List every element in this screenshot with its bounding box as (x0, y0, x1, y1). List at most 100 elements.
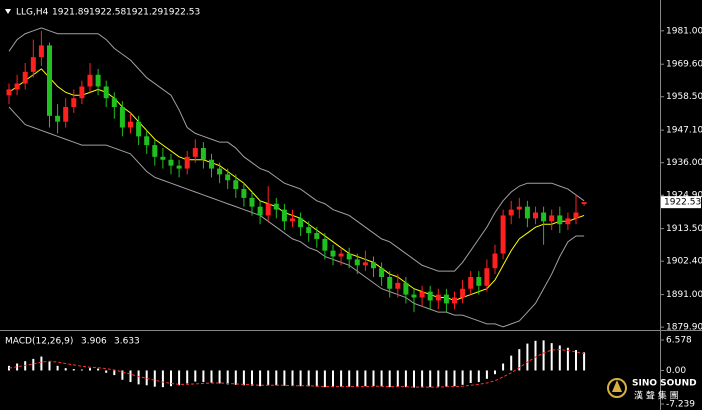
macd-bar (445, 370, 448, 387)
candle-body (565, 218, 571, 225)
candle-body (484, 268, 490, 286)
macd-bar (372, 370, 375, 387)
candle-body (468, 277, 474, 289)
candle-body (524, 206, 530, 219)
macd-bar (145, 370, 148, 386)
macd-bar (315, 370, 318, 387)
y-tick-label: 0.00 (666, 366, 686, 376)
logo-icon (607, 378, 627, 398)
macd-bar (396, 370, 399, 387)
candle-body (22, 71, 28, 84)
macd-bar (550, 343, 553, 371)
macd-bar (137, 370, 140, 385)
macd-bar (502, 363, 505, 371)
candle-body (508, 209, 514, 216)
candle-body (557, 215, 563, 225)
candle-body (403, 282, 409, 295)
candle-body (176, 165, 182, 169)
logo-chinese: 漢 聲 集 團 (634, 390, 679, 402)
indicator-line (8, 106, 585, 328)
macd-bar (340, 370, 343, 387)
candle-body (79, 86, 85, 99)
macd-bar (534, 340, 537, 371)
candle-body (6, 89, 12, 96)
macd-bar (429, 370, 432, 388)
y-tick-label: 1936.00 (666, 158, 702, 168)
candle-body (516, 206, 522, 210)
indicator-line (8, 27, 585, 272)
macd-bar (566, 347, 569, 371)
macd-bar (291, 370, 294, 386)
candle-body (160, 156, 166, 160)
y-tick-label: 1879.90 (666, 323, 702, 333)
macd-bar (80, 369, 83, 371)
candle-body (460, 288, 466, 298)
candle-body (168, 159, 174, 166)
macd-bar (251, 370, 253, 386)
candle-body (314, 233, 320, 239)
candle-body (419, 291, 425, 298)
candle-body (306, 227, 312, 234)
macd-bar (234, 370, 237, 385)
macd-bar (299, 370, 302, 387)
candle-body (30, 57, 36, 72)
macd-bar (453, 370, 456, 387)
macd-bar (477, 370, 480, 383)
signal-value: 3.633 (114, 337, 140, 347)
macd-value: 3.906 (81, 337, 107, 347)
macd-bar (332, 370, 334, 388)
symbol: LLG,H4 (16, 8, 49, 18)
candle-body (265, 203, 271, 216)
macd-bar (267, 370, 270, 386)
macd-bar (364, 370, 367, 387)
candle-body (549, 215, 555, 222)
candle-body (581, 202, 587, 205)
candle-body (71, 98, 77, 107)
y-tick-label: 1913.50 (666, 224, 702, 234)
macd-bar (129, 370, 132, 383)
candle-body (136, 121, 142, 137)
macd-bar (242, 370, 245, 386)
candle-body (573, 212, 579, 219)
candle-body (290, 218, 295, 222)
candle-body (225, 174, 231, 181)
macd-bar (161, 370, 164, 388)
candle-body (533, 212, 538, 219)
candle-body (338, 253, 344, 257)
macd-bar (226, 370, 229, 385)
candle-body (119, 107, 125, 128)
macd-bar (356, 370, 359, 387)
macd-bar (575, 350, 577, 371)
y-tick-label: 1902.40 (666, 257, 702, 267)
candle-body (233, 180, 239, 190)
candle-body (111, 98, 117, 107)
y-tick-label: 1958.50 (666, 92, 702, 102)
macd-bar (526, 343, 529, 371)
candle-body (371, 262, 376, 269)
macd-bar (461, 370, 464, 385)
macd-bar (210, 370, 213, 383)
macd-bar (558, 345, 561, 371)
macd-bar (485, 370, 488, 379)
candle-body (452, 297, 457, 304)
candle-body (395, 282, 401, 289)
macd-bar (153, 370, 156, 387)
macd-bar (56, 365, 59, 371)
macd-bar (275, 370, 278, 386)
logo-icon-mark (612, 380, 622, 392)
candle-body (427, 291, 433, 301)
candle-body (411, 294, 417, 298)
macd-bar (437, 370, 440, 387)
logo-name: SINO SOUND (632, 379, 697, 389)
candle-body (298, 218, 304, 228)
logo: SINO SOUND 漢 聲 集 團 (607, 378, 697, 402)
macd-bar (510, 355, 513, 371)
macd-bar (113, 370, 116, 376)
y-tick-label: 1981.00 (666, 26, 702, 36)
macd-bar (194, 370, 197, 382)
candle-body (63, 107, 69, 122)
macd-bar (413, 370, 415, 388)
menu-triangle (5, 9, 11, 14)
macd-bar (380, 370, 383, 387)
candle-body (128, 121, 133, 128)
